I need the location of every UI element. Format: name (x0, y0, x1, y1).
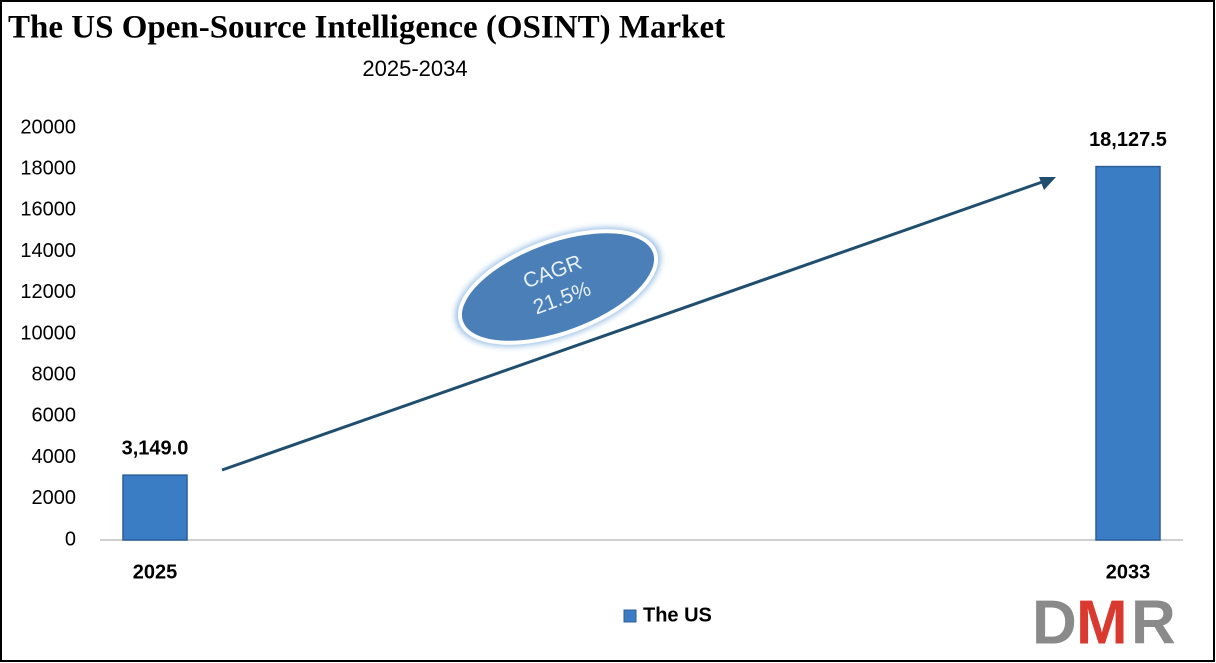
y-tick-label: 12000 (20, 281, 76, 303)
arrow-head (1039, 177, 1056, 190)
value-label: 18,127.5 (1089, 129, 1167, 151)
chart-title: The US Open-Source Intelligence (OSINT) … (8, 10, 725, 46)
y-tick-label: 4000 (32, 446, 77, 468)
y-tick-label: 0 (65, 528, 76, 550)
y-tick-label: 2000 (32, 487, 77, 509)
bar (1095, 165, 1161, 541)
y-tick-label: 8000 (32, 363, 77, 385)
y-tick-label: 20000 (20, 116, 76, 138)
cagr-badge: CAGR 21.5% (455, 227, 661, 347)
value-label: 3,149.0 (122, 437, 189, 459)
y-tick-label: 6000 (32, 405, 77, 427)
trend-arrow (221, 179, 1046, 472)
legend-swatch (623, 609, 637, 623)
legend-label: The US (643, 604, 712, 626)
y-tick-label: 10000 (20, 322, 76, 344)
logo-letter: R (1131, 588, 1176, 657)
bar (122, 474, 188, 541)
x-tick-label: 2033 (1106, 561, 1151, 583)
badge-ellipse (457, 229, 659, 345)
y-tick-label: 16000 (20, 199, 76, 221)
y-tick-label: 18000 (20, 157, 76, 179)
logo-letter: D (1032, 588, 1077, 657)
x-tick-label: 2025 (133, 561, 178, 583)
logo-letter: M (1076, 588, 1128, 657)
y-tick-label: 14000 (20, 240, 76, 262)
logo: D M R (1032, 588, 1176, 657)
chart-subtitle: 2025-2034 (362, 56, 467, 81)
